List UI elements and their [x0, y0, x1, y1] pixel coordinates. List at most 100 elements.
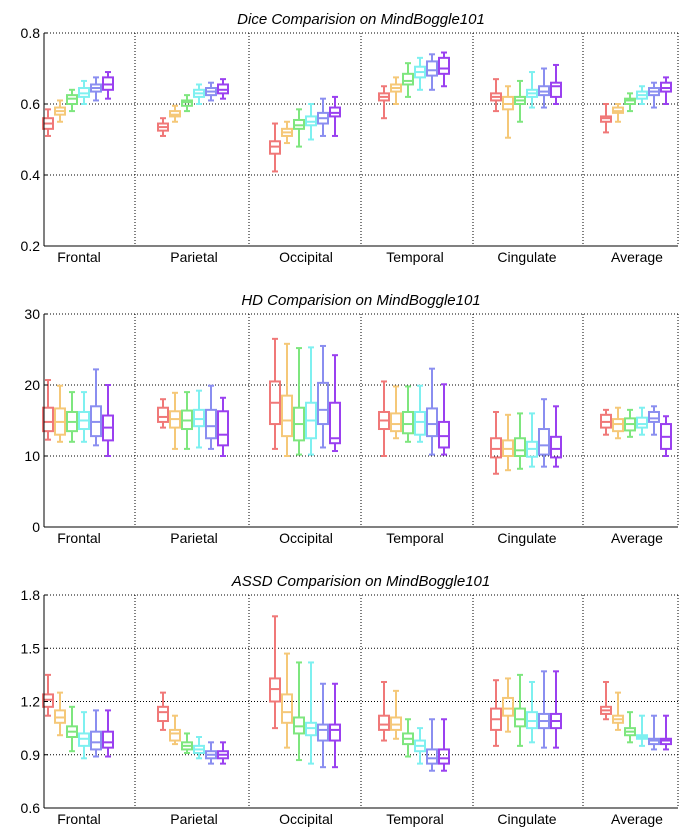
box-iqr — [90, 730, 102, 751]
box-occipital-series-4 — [305, 103, 317, 141]
box-iqr — [157, 406, 169, 423]
box-parietal-series-6 — [217, 396, 229, 457]
box-parietal-series-1 — [157, 398, 169, 429]
box-parietal-series-3 — [181, 391, 193, 450]
box-average-series-2 — [612, 103, 624, 123]
box-occipital-series-5 — [317, 682, 329, 769]
box-iqr — [317, 381, 329, 426]
chart-title: ASSD Comparision on MindBoggle101 — [231, 573, 490, 590]
box-temporal-series-2 — [390, 385, 402, 440]
box-iqr — [281, 394, 293, 438]
y-tick-label: 0.2 — [21, 238, 41, 254]
y-tick-label: 0.4 — [21, 167, 41, 183]
box-frontal-series-5 — [90, 368, 102, 447]
box-occipital-series-4 — [305, 661, 317, 765]
box-average-series-3 — [624, 711, 636, 744]
box-temporal-series-5 — [426, 367, 438, 456]
y-tick-label: 1.2 — [21, 694, 41, 710]
x-tick-label: Average — [611, 249, 663, 265]
x-tick-label: Frontal — [57, 249, 101, 265]
box-occipital-series-1 — [269, 615, 281, 730]
box-frontal-series-6 — [102, 71, 114, 100]
y-tick-label: 0 — [32, 519, 40, 535]
y-tick-label: 1.8 — [21, 587, 41, 603]
box-cingulate-series-2 — [502, 413, 514, 472]
box-cingulate-series-6 — [550, 63, 562, 105]
box-parietal-series-2 — [169, 714, 181, 746]
box-temporal-series-1 — [378, 85, 390, 120]
box-cingulate-series-6 — [550, 670, 562, 749]
x-tick-label: Cingulate — [497, 811, 556, 827]
box-occipital-series-3 — [293, 347, 305, 456]
x-tick-label: Frontal — [57, 811, 101, 827]
box-iqr — [329, 723, 341, 742]
box-iqr — [402, 72, 414, 86]
box-temporal-series-6 — [438, 51, 450, 88]
box-iqr — [42, 406, 54, 433]
box-parietal-series-6 — [217, 741, 229, 765]
box-iqr — [426, 748, 438, 765]
box-iqr — [102, 730, 114, 749]
box-average-series-1 — [600, 103, 612, 134]
y-tick-label: 20 — [24, 377, 40, 393]
box-temporal-series-6 — [438, 718, 450, 772]
box-iqr — [193, 408, 205, 428]
y-tick-label: 10 — [24, 448, 40, 464]
box-occipital-series-6 — [329, 95, 341, 137]
box-cingulate-series-4 — [526, 680, 538, 744]
box-cingulate-series-1 — [490, 679, 502, 747]
box-occipital-series-1 — [269, 122, 281, 173]
box-iqr — [550, 81, 562, 98]
box-occipital-series-2 — [281, 342, 293, 457]
box-cingulate-series-1 — [490, 410, 502, 475]
box-frontal-series-5 — [90, 709, 102, 758]
box-iqr — [438, 420, 450, 449]
box-average-series-5 — [648, 405, 660, 436]
box-iqr — [205, 408, 217, 440]
box-iqr — [438, 56, 450, 75]
box-average-series-3 — [624, 92, 636, 113]
box-parietal-series-4 — [193, 736, 205, 760]
box-average-series-6 — [660, 415, 672, 457]
box-parietal-series-6 — [217, 78, 229, 100]
x-tick-label: Average — [611, 811, 663, 827]
box-parietal-series-4 — [193, 389, 205, 449]
box-iqr — [648, 410, 660, 423]
box-average-series-3 — [624, 408, 636, 438]
box-iqr — [502, 696, 514, 717]
box-average-series-6 — [660, 76, 672, 105]
box-frontal-series-3 — [66, 705, 78, 753]
box-cingulate-series-3 — [514, 673, 526, 747]
x-tick-label: Average — [611, 530, 663, 546]
box-parietal-series-4 — [193, 83, 205, 105]
y-tick-label: 0.6 — [21, 800, 41, 816]
box-iqr — [378, 714, 390, 731]
box-frontal-series-1 — [42, 673, 54, 717]
box-frontal-series-2 — [54, 99, 66, 123]
box-average-series-2 — [612, 691, 624, 731]
box-frontal-series-2 — [54, 384, 66, 443]
box-parietal-series-5 — [205, 741, 217, 765]
box-iqr — [438, 748, 450, 765]
box-iqr — [402, 410, 414, 435]
box-iqr — [538, 428, 550, 456]
box-cingulate-series-1 — [490, 78, 502, 113]
box-cingulate-series-6 — [550, 405, 562, 468]
box-cingulate-series-4 — [526, 71, 538, 109]
box-temporal-series-3 — [402, 718, 414, 758]
x-tick-label: Parietal — [170, 811, 217, 827]
box-iqr — [329, 401, 341, 445]
chart-panel-3: ASSD Comparision on MindBoggle101 0.6 0.9 1… — [21, 573, 679, 827]
box-temporal-series-3 — [402, 62, 414, 98]
x-tick-label: Occipital — [279, 530, 333, 546]
box-temporal-series-4 — [414, 727, 426, 765]
box-parietal-series-3 — [181, 94, 193, 113]
box-iqr — [514, 437, 526, 457]
box-iqr — [550, 435, 562, 459]
box-occipital-series-3 — [293, 661, 305, 762]
box-temporal-series-5 — [426, 53, 438, 91]
box-iqr — [612, 418, 624, 433]
box-iqr — [414, 410, 426, 436]
box-occipital-series-1 — [269, 337, 281, 450]
box-occipital-series-6 — [329, 354, 341, 453]
